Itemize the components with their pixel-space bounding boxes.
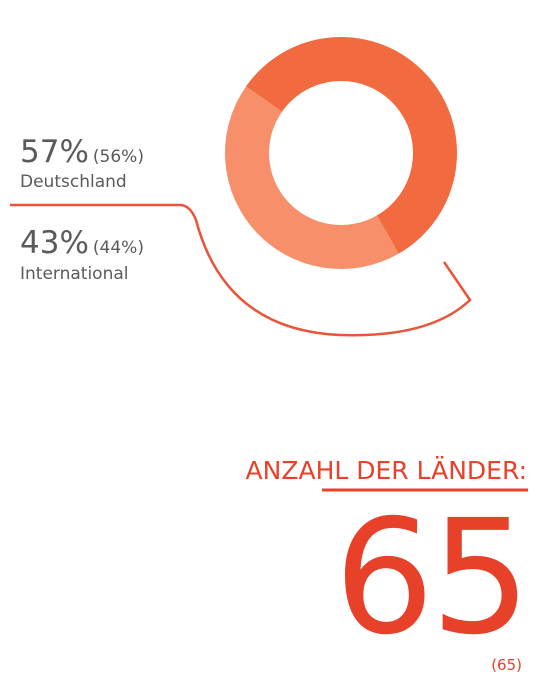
connector-line xyxy=(10,203,472,337)
donut-segment xyxy=(225,86,399,269)
kpi-title: ANZAHL DER LÄNDER: xyxy=(246,456,527,485)
previous-label: (44%) xyxy=(93,238,144,258)
category-label: International xyxy=(20,264,129,284)
share-label: 57% (56%) xyxy=(20,134,144,170)
value-label: 43% xyxy=(20,225,89,261)
donut-segment xyxy=(245,37,458,254)
kpi-value: 65 xyxy=(334,486,527,670)
share-label: 43% (44%) xyxy=(20,225,144,261)
donut-chart xyxy=(225,37,458,269)
kpi-previous: (65) xyxy=(491,656,522,674)
previous-label: (56%) xyxy=(93,147,144,167)
category-label: Deutschland xyxy=(20,172,127,192)
value-label: 57% xyxy=(20,134,89,170)
